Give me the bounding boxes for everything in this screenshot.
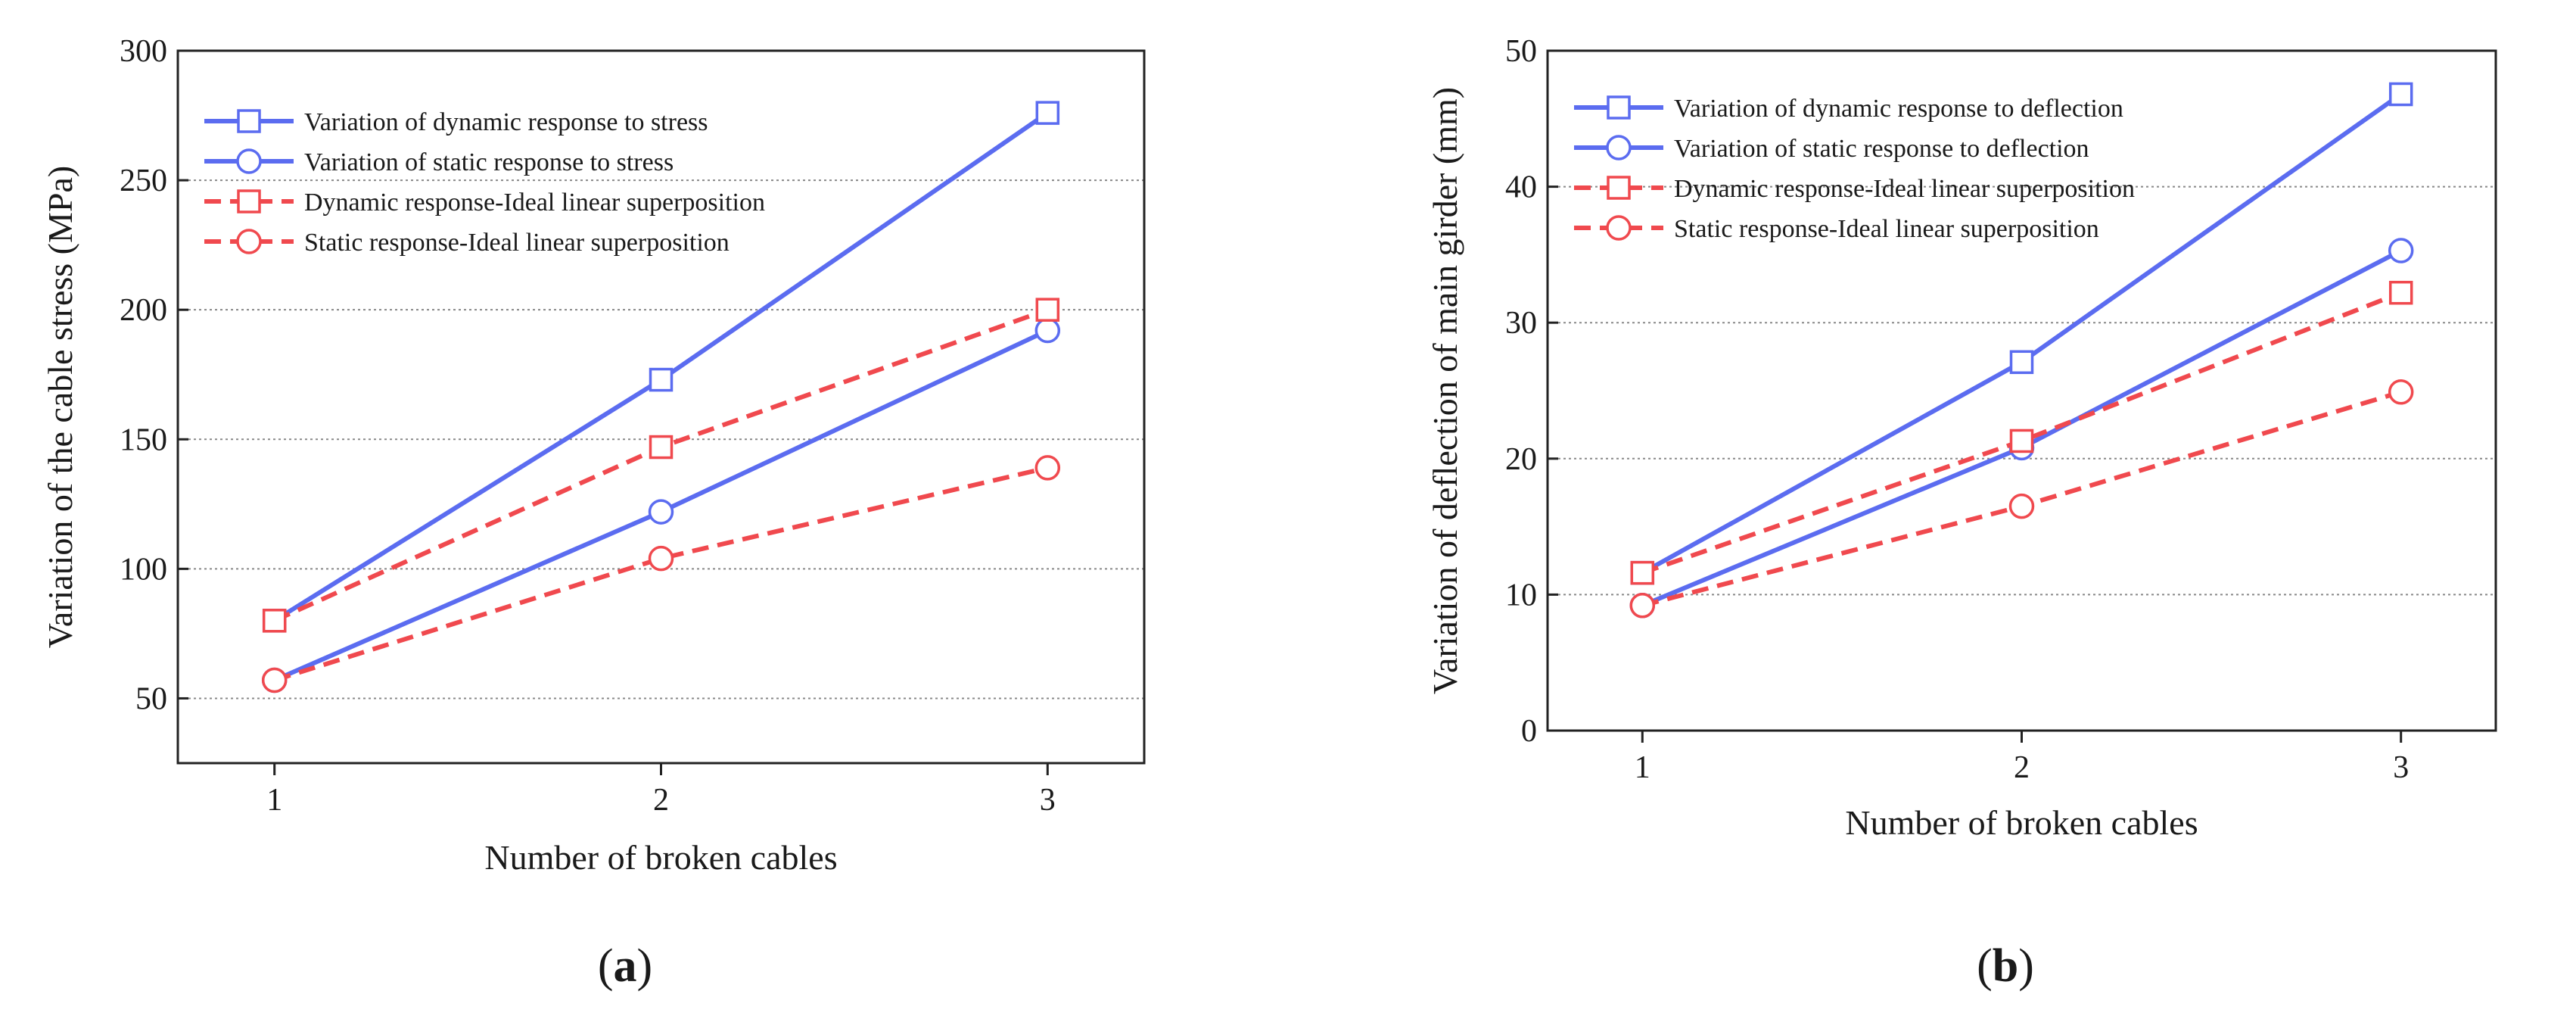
y-tick-label: 0: [1521, 714, 1537, 749]
caption-letter: b: [1993, 940, 2018, 992]
data-point-square: [649, 435, 674, 460]
legend: Variation of dynamic response to deflect…: [1574, 95, 2135, 243]
y-tick-label: 150: [120, 422, 167, 457]
data-point-square: [2388, 280, 2413, 305]
legend-label: Variation of static response to deflecti…: [1674, 135, 2089, 163]
data-point-circle: [2388, 379, 2414, 405]
panel-a-stress-chart: 50 100 150 200 250 300 1 2 3 Number of broken cab…: [41, 34, 1146, 992]
y-tick-label: 300: [120, 34, 167, 69]
y-tick-label: 20: [1505, 442, 1537, 477]
data-point-square: [1630, 560, 1655, 585]
series-4: [1629, 379, 2414, 619]
data-point-circle: [1034, 455, 1061, 481]
data-point-circle: [2388, 238, 2414, 263]
y-tick-label: 50: [135, 681, 167, 716]
data-point-circle: [648, 499, 674, 525]
x-tick-label: 1: [1635, 750, 1650, 785]
data-point-square: [262, 609, 287, 633]
series-line: [1641, 248, 2403, 608]
y-tick-label: 10: [1505, 578, 1537, 612]
data-point-square: [1035, 101, 1060, 125]
data-point-square: [2388, 82, 2413, 107]
y-tick-label: 100: [120, 552, 167, 587]
data-point-circle: [1629, 593, 1656, 619]
legend-marker-circle: [236, 229, 262, 254]
caption-close-paren: ): [2018, 940, 2034, 992]
series-line: [273, 307, 1049, 623]
legend-marker-circle: [1606, 215, 1632, 241]
x-axis-label: Number of broken cables: [1845, 803, 2198, 842]
series-2: [1629, 238, 2414, 619]
legend-marker-circle: [236, 148, 262, 174]
legend-marker-circle: [1606, 135, 1632, 161]
series-3: [262, 298, 1060, 633]
data-point-square: [649, 367, 674, 392]
x-tick-label: 2: [2014, 750, 2030, 785]
legend-label: Dynamic response-Ideal linear superposit…: [1674, 175, 2135, 203]
caption-open-paren: (: [598, 940, 614, 992]
data-point-square: [2009, 429, 2034, 453]
caption-open-paren: (: [1977, 940, 1993, 992]
legend-marker-square: [1607, 95, 1631, 120]
legend-label: Variation of dynamic response to deflect…: [1674, 95, 2123, 123]
data-point-circle: [1034, 317, 1061, 344]
data-point-circle: [261, 667, 288, 693]
x-axis-label: Number of broken cables: [484, 838, 837, 877]
legend-marker-square: [237, 189, 261, 213]
legend-label: Variation of static response to stress: [304, 148, 674, 176]
legend: Variation of dynamic response to stress V…: [204, 108, 765, 257]
legend-marker-square: [1607, 176, 1631, 200]
caption-close-paren: ): [637, 940, 653, 992]
y-tick-label: 40: [1505, 170, 1537, 205]
legend-label: Static response-Ideal linear superpositi…: [1674, 215, 2099, 243]
panel-b-deflection-chart: 0 10 20 30 40 50 1 2 3 Number of broken cables Var…: [1426, 34, 2497, 992]
x-tick-label: 1: [266, 783, 282, 818]
x-tick-label: 3: [2393, 750, 2409, 785]
y-tick-label: 30: [1505, 306, 1537, 341]
y-axis-label: Variation of the cable stress (MPa): [41, 166, 79, 648]
panel-caption: (b): [1977, 940, 2034, 992]
data-point-square: [1035, 298, 1060, 322]
x-tick-label: 3: [1040, 783, 1056, 818]
y-axis-label: Variation of deflection of main girder (…: [1426, 87, 1464, 694]
legend-label: Dynamic response-Ideal linear superposit…: [304, 189, 765, 217]
panel-caption: (a): [598, 940, 652, 992]
data-point-circle: [648, 545, 674, 572]
series-line: [273, 465, 1048, 683]
legend-label: Static response-Ideal linear superpositi…: [304, 229, 730, 257]
series-3: [1630, 280, 2413, 585]
x-tick-label: 2: [653, 783, 669, 818]
y-tick-label: 250: [120, 164, 167, 198]
y-tick-label: 200: [120, 293, 167, 328]
data-point-circle: [2008, 493, 2035, 519]
y-tick-label: 50: [1505, 34, 1537, 69]
caption-letter: a: [614, 940, 637, 992]
data-point-square: [2009, 350, 2034, 375]
legend-marker-square: [237, 109, 261, 133]
legend-label: Variation of dynamic response to stress: [304, 108, 708, 136]
series-4: [261, 455, 1061, 693]
